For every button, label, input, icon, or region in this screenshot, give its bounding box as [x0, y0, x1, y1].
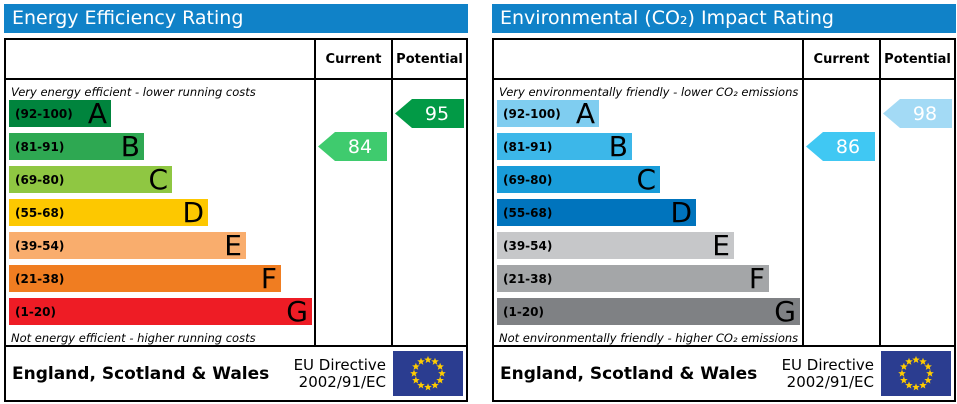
band-c: (69-80) C	[9, 163, 172, 196]
band-g: (1-20) G	[9, 295, 312, 328]
band-letter: A	[87, 97, 107, 130]
band-letter: C	[148, 163, 168, 196]
column-header-potential: Potential	[391, 40, 466, 78]
band-range: (69-80)	[503, 172, 553, 187]
eu-directive-line2: 2002/91/EC	[786, 372, 874, 391]
band-range: (55-68)	[15, 205, 65, 220]
table-footer-row: England, Scotland & Wales EU Directive 2…	[6, 345, 466, 400]
band-range: (39-54)	[503, 238, 553, 253]
header-spacer-cell	[6, 40, 314, 78]
band-letter: D	[182, 196, 204, 229]
current-rating-arrow: 86	[806, 132, 875, 161]
band-range: (21-38)	[503, 271, 553, 286]
column-header-current: Current	[802, 40, 879, 78]
potential-rating-arrow: 98	[883, 99, 952, 128]
column-divider	[391, 80, 393, 345]
region-label: England, Scotland & Wales	[500, 363, 758, 384]
top-note: Very environmentally friendly - lower CO…	[499, 85, 799, 99]
band-letter: G	[286, 295, 308, 328]
band-letter: D	[670, 196, 692, 229]
band-chart: Very environmentally friendly - lower CO…	[494, 80, 954, 345]
table-header-row: Current Potential	[494, 40, 954, 80]
band-range: (81-91)	[15, 139, 65, 154]
band-letter: C	[636, 163, 656, 196]
band-letter: E	[224, 229, 242, 262]
current-rating-arrow: 84	[318, 132, 387, 161]
band-range: (55-68)	[503, 205, 553, 220]
column-divider	[314, 80, 316, 345]
band-range: (1-20)	[503, 304, 544, 319]
eu-flag-icon	[393, 351, 463, 396]
column-header-current: Current	[314, 40, 391, 78]
eu-directive-line1: EU Directive	[781, 355, 874, 374]
band-letter: F	[748, 262, 765, 295]
band-e: (39-54) E	[9, 229, 246, 262]
potential-rating-value: 98	[912, 102, 938, 125]
panel-title: Environmental (CO₂) Impact Rating	[492, 4, 956, 33]
current-rating-value: 84	[347, 135, 373, 158]
region-label: England, Scotland & Wales	[12, 363, 270, 384]
rating-panel: Environmental (CO₂) Impact Rating Curren…	[492, 4, 956, 402]
bottom-note: Not environmentally friendly - higher CO…	[499, 331, 799, 345]
band-a: (92-100) A	[9, 97, 111, 130]
potential-rating-arrow: 95	[395, 99, 464, 128]
panel-title: Energy Efficiency Rating	[4, 4, 468, 33]
band-chart: Very energy efficient - lower running co…	[6, 80, 466, 345]
table-footer-row: England, Scotland & Wales EU Directive 2…	[494, 345, 954, 400]
header-spacer-cell	[494, 40, 802, 78]
band-f: (21-38) F	[9, 262, 281, 295]
band-range: (92-100)	[15, 106, 73, 121]
band-letter: F	[260, 262, 277, 295]
top-note: Very energy efficient - lower running co…	[11, 85, 256, 99]
band-e: (39-54) E	[497, 229, 734, 262]
eu-directive-line1: EU Directive	[293, 355, 386, 374]
band-range: (1-20)	[15, 304, 56, 319]
band-range: (81-91)	[503, 139, 553, 154]
band-range: (92-100)	[503, 106, 561, 121]
column-divider	[802, 80, 804, 345]
band-letter: E	[712, 229, 730, 262]
eu-directive-label: EU Directive 2002/91/EC	[781, 355, 874, 391]
eu-flag-icon	[881, 351, 951, 396]
band-letter: B	[120, 130, 140, 163]
bottom-note: Not energy efficient - higher running co…	[11, 331, 256, 345]
column-divider	[879, 80, 881, 345]
bands: (92-100) A (81-91) B (69-80) C (55-68) D (39-54)…	[6, 97, 466, 328]
band-d: (55-68) D	[9, 196, 208, 229]
table-header-row: Current Potential	[6, 40, 466, 80]
band-g: (1-20) G	[497, 295, 800, 328]
band-b: (81-91) B	[497, 130, 632, 163]
eu-directive-line2: 2002/91/EC	[298, 372, 386, 391]
band-range: (69-80)	[15, 172, 65, 187]
band-c: (69-80) C	[497, 163, 660, 196]
rating-panel: Energy Efficiency Rating Current Potenti…	[4, 4, 468, 402]
eu-directive-label: EU Directive 2002/91/EC	[293, 355, 386, 391]
band-a: (92-100) A	[497, 97, 599, 130]
column-header-potential: Potential	[879, 40, 954, 78]
band-letter: B	[608, 130, 628, 163]
current-rating-value: 86	[835, 135, 861, 158]
band-f: (21-38) F	[497, 262, 769, 295]
rating-table: Current Potential Very environmentally f…	[492, 38, 956, 402]
rating-table: Current Potential Very energy efficient …	[4, 38, 468, 402]
band-range: (39-54)	[15, 238, 65, 253]
bands: (92-100) A (81-91) B (69-80) C (55-68) D (39-54)…	[494, 97, 954, 328]
band-letter: A	[575, 97, 595, 130]
band-d: (55-68) D	[497, 196, 696, 229]
band-range: (21-38)	[15, 271, 65, 286]
band-letter: G	[774, 295, 796, 328]
band-b: (81-91) B	[9, 130, 144, 163]
potential-rating-value: 95	[424, 102, 450, 125]
